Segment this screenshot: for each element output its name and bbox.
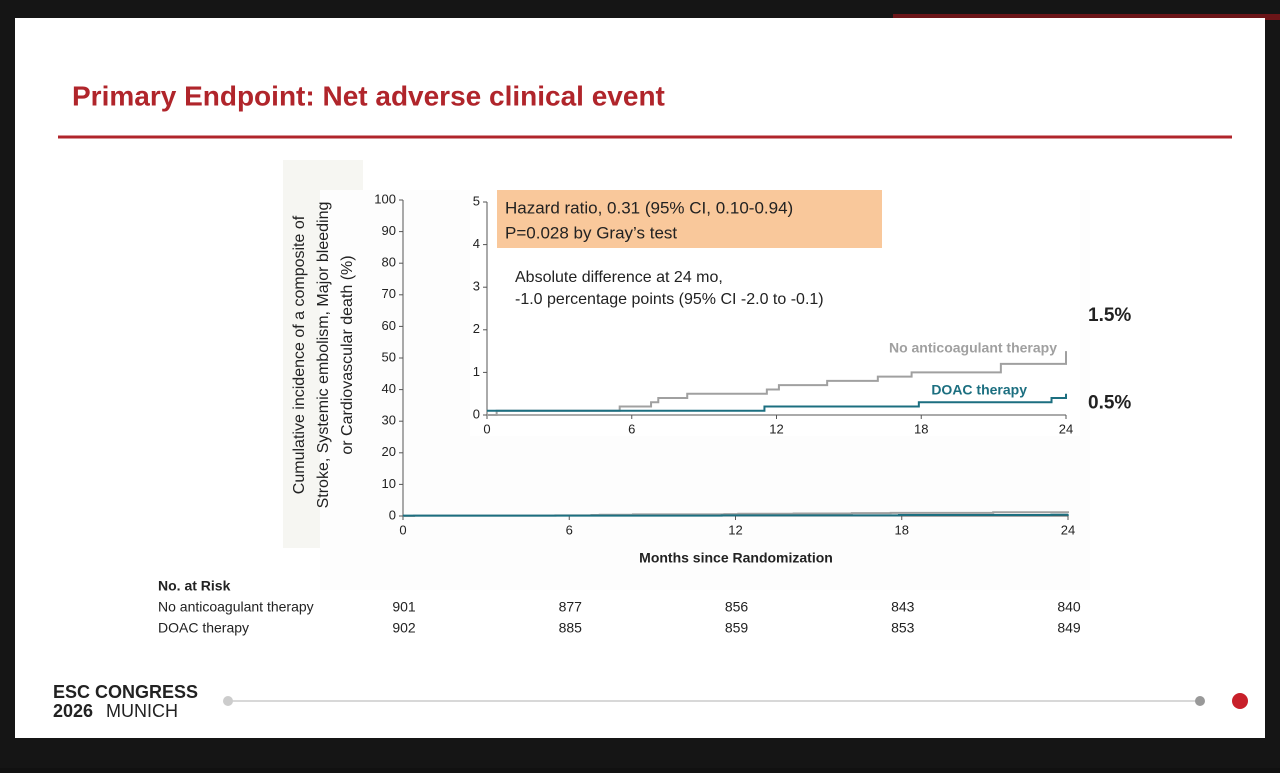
x-axis-label: Months since Randomization	[639, 550, 833, 566]
annotation-text: Absolute difference at 24 mo,	[515, 269, 723, 286]
y-axis-label: Cumulative incidence of a composite of	[291, 215, 308, 494]
risk-value: 901	[392, 599, 416, 615]
footer-dot	[1195, 696, 1205, 706]
y-tick-label: 20	[382, 444, 396, 459]
risk-value: 885	[559, 620, 583, 636]
annotation-text: -1.0 percentage points (95% CI -2.0 to -…	[515, 291, 824, 308]
y-tick-label: 1	[473, 364, 480, 379]
x-tick-label: 18	[895, 522, 909, 537]
x-tick-label: 12	[728, 522, 742, 537]
y-tick-label: 3	[473, 279, 480, 294]
x-tick-label: 24	[1059, 421, 1073, 436]
end-value-label: 0.5%	[1088, 393, 1131, 414]
risk-row-name: No anticoagulant therapy	[158, 599, 314, 615]
y-tick-label: 5	[473, 193, 480, 208]
y-tick-label: 60	[382, 318, 396, 333]
risk-row-name: DOAC therapy	[158, 620, 249, 636]
y-tick-label: 4	[473, 236, 480, 251]
y-tick-label: 100	[374, 191, 396, 206]
risk-value: 849	[1057, 620, 1081, 636]
footer-brand: ESC CONGRESS	[53, 682, 198, 702]
y-tick-label: 50	[382, 349, 396, 364]
y-tick-label: 80	[382, 255, 396, 270]
end-value-label: 1.5%	[1088, 305, 1131, 326]
y-tick-label: 30	[382, 413, 396, 428]
series-line	[487, 351, 1067, 416]
y-tick-label: 40	[382, 381, 396, 396]
series-line	[403, 513, 1069, 517]
series-label: No anticoagulant therapy	[889, 340, 1057, 356]
risk-value: 853	[891, 620, 915, 636]
y-axis-label: Stroke, Systemic embolism, Major bleedin…	[315, 202, 332, 509]
series-label: DOAC therapy	[931, 382, 1027, 398]
risk-value: 840	[1057, 599, 1081, 615]
x-tick-label: 6	[628, 421, 635, 436]
hazard-text: P=0.028 by Gray’s test	[505, 223, 677, 242]
series-line	[487, 393, 1067, 412]
x-tick-label: 0	[399, 522, 406, 537]
y-tick-label: 0	[473, 406, 480, 421]
risk-value: 856	[725, 599, 749, 615]
risk-value: 859	[725, 620, 749, 636]
risk-value: 902	[392, 620, 416, 636]
x-tick-label: 24	[1061, 522, 1075, 537]
x-tick-label: 0	[483, 421, 490, 436]
risk-value: 843	[891, 599, 915, 615]
y-tick-label: 90	[382, 223, 396, 238]
hazard-text: Hazard ratio, 0.31 (95% CI, 0.10-0.94)	[505, 198, 793, 217]
risk-value: 877	[559, 599, 583, 615]
y-tick-label: 0	[389, 507, 396, 522]
footer-dot	[223, 696, 233, 706]
y-tick-label: 10	[382, 476, 396, 491]
footer-dot	[1232, 693, 1248, 709]
risk-table: No. at Risk No anticoagulant therapy 901 87…	[158, 578, 1081, 636]
footer-year: 2026	[53, 701, 93, 721]
hazard-box	[497, 190, 882, 248]
frame-accent	[893, 14, 1280, 20]
y-tick-label: 70	[382, 286, 396, 301]
y-axis-label: or Cardiovascular death (%)	[339, 255, 356, 454]
risk-header: No. at Risk	[158, 578, 231, 594]
slide-title: Primary Endpoint: Net adverse clinical e…	[72, 80, 665, 111]
y-tick-label: 2	[473, 321, 480, 336]
x-tick-label: 6	[566, 522, 573, 537]
footer-city: MUNICH	[106, 701, 178, 721]
x-tick-label: 12	[769, 421, 783, 436]
x-tick-label: 18	[914, 421, 928, 436]
